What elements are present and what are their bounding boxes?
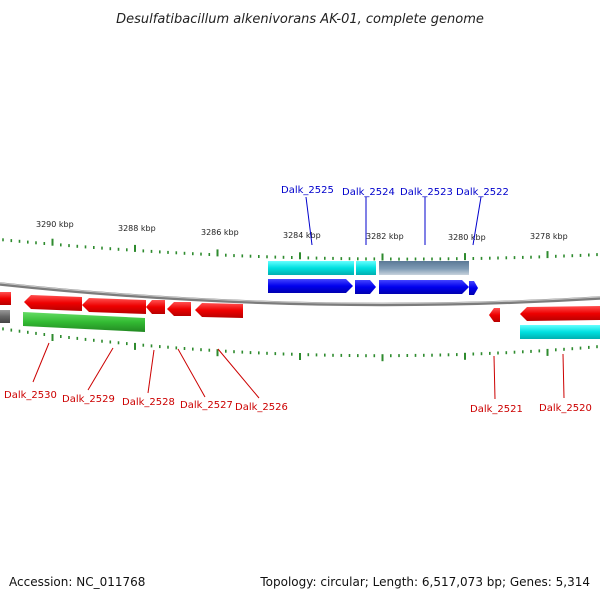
gene-arrow-dalk-2529[interactable] bbox=[82, 298, 146, 314]
scale-label-3290: 3290 kbp bbox=[36, 220, 74, 229]
feature-rev-pseudo-edge[interactable] bbox=[0, 310, 10, 323]
genome-backbone bbox=[0, 282, 600, 307]
feature-fwd-other-2[interactable] bbox=[356, 261, 376, 275]
accession-text: Accession: NC_011768 bbox=[9, 575, 145, 589]
scale-label-3278: 3278 kbp bbox=[530, 232, 568, 241]
scale-ticks-top bbox=[2, 238, 598, 261]
leader-line-dalk-2522 bbox=[472, 196, 482, 246]
gene-arrow-dalk-2524[interactable] bbox=[355, 280, 376, 294]
gene-arrow-dalk-2530[interactable] bbox=[24, 295, 82, 311]
gene-label-dalk-2522[interactable]: Dalk_2522 bbox=[456, 187, 509, 198]
scale-label-3282: 3282 kbp bbox=[366, 232, 404, 241]
gene-label-dalk-2529[interactable]: Dalk_2529 bbox=[62, 394, 115, 405]
gene-arrow-dalk-2528[interactable] bbox=[146, 300, 165, 314]
scale-label-3280: 3280 kbp bbox=[448, 233, 486, 242]
feature-fwd-other-1[interactable] bbox=[268, 261, 354, 275]
scale-label-3288: 3288 kbp bbox=[118, 224, 156, 233]
gene-label-dalk-2526[interactable]: Dalk_2526 bbox=[235, 402, 288, 413]
feature-rev-other[interactable] bbox=[23, 312, 145, 332]
gene-arrow-dalk-2520[interactable] bbox=[520, 306, 600, 321]
feature-rev-cyan[interactable] bbox=[520, 325, 600, 339]
leader-line-dalk-2530 bbox=[32, 342, 50, 383]
leader-line-dalk-2526 bbox=[217, 348, 260, 399]
genome-backbone-highlight bbox=[0, 282, 600, 304]
gene-label-dalk-2525[interactable]: Dalk_2525 bbox=[281, 185, 334, 196]
map-title: Desulfatibacillum alkenivorans AK-01, co… bbox=[116, 12, 484, 27]
gene-label-dalk-2521[interactable]: Dalk_2521 bbox=[470, 404, 523, 415]
gene-arrow-dalk-2526[interactable] bbox=[195, 303, 243, 318]
leader-line-dalk-2521 bbox=[493, 355, 496, 400]
genome-summary-text: Topology: circular; Length: 6,517,073 bp… bbox=[259, 575, 590, 589]
gene-label-dalk-2528[interactable]: Dalk_2528 bbox=[122, 397, 175, 408]
gene-arrow-dalk-2525[interactable] bbox=[268, 279, 353, 293]
leader-line-dalk-2520 bbox=[562, 353, 565, 399]
gene-label-dalk-2527[interactable]: Dalk_2527 bbox=[180, 400, 233, 411]
scale-ticks-bottom bbox=[2, 327, 598, 362]
gene-label-dalk-2530[interactable]: Dalk_2530 bbox=[4, 390, 57, 401]
feature-fwd-pseudo[interactable] bbox=[379, 261, 469, 275]
leader-line-dalk-2528 bbox=[147, 349, 155, 394]
gene-arrow-dalk-2521[interactable] bbox=[489, 308, 500, 322]
gene-label-dalk-2523[interactable]: Dalk_2523 bbox=[400, 187, 453, 198]
scale-label-3284: 3284 kbp bbox=[283, 231, 321, 240]
gene-arrow-edge-left[interactable] bbox=[0, 292, 11, 305]
scale-label-3286: 3286 kbp bbox=[201, 228, 239, 237]
gene-label-dalk-2520[interactable]: Dalk_2520 bbox=[539, 403, 592, 414]
gene-arrow-dalk-2522[interactable] bbox=[469, 281, 478, 295]
gene-label-dalk-2524[interactable]: Dalk_2524 bbox=[342, 187, 395, 198]
leader-line-dalk-2525 bbox=[305, 196, 313, 246]
leader-line-dalk-2529 bbox=[87, 347, 114, 391]
gene-arrow-dalk-2523[interactable] bbox=[379, 280, 469, 294]
leader-line-dalk-2527 bbox=[177, 348, 206, 398]
gene-arrow-dalk-2527[interactable] bbox=[167, 302, 191, 316]
